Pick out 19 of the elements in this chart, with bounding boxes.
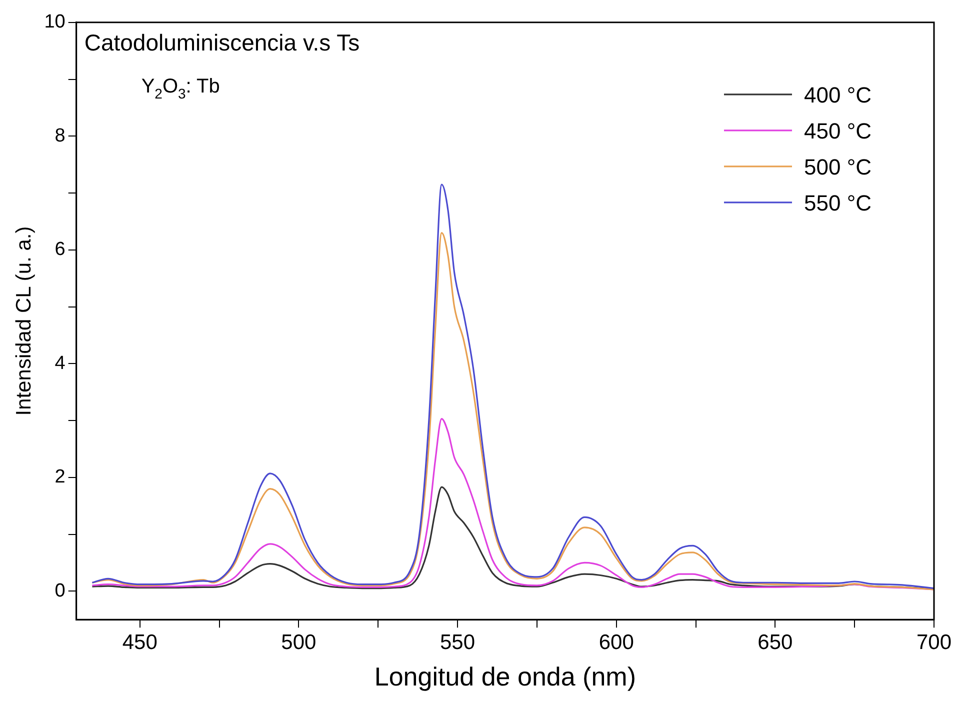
legend-label: 550 °C: [804, 190, 872, 216]
y-tick-label: 8: [54, 125, 66, 146]
x-axis-title: Longitud de onda (nm): [374, 662, 636, 692]
x-tick-label: 450: [122, 630, 158, 654]
x-tick-label: 650: [758, 630, 793, 654]
y-tick-label: 10: [44, 12, 66, 33]
x-tick-label: 500: [281, 630, 316, 654]
x-tick-label: 550: [440, 630, 476, 654]
y-axis-title: Intensidad CL (u. a.): [12, 226, 36, 416]
legend-label: 500 °C: [804, 154, 872, 180]
legend-label: 400 °C: [804, 82, 872, 108]
y-tick-label: 6: [54, 239, 66, 260]
x-tick-label: 700: [916, 630, 952, 654]
y-tick-label: 4: [54, 352, 66, 374]
y-tick-label: 0: [54, 580, 66, 602]
x-tick-label: 600: [598, 630, 634, 654]
legend-label: 450 °C: [804, 118, 872, 144]
chart-title: Catodoluminiscencia v.s Ts: [84, 29, 360, 56]
y-tick-label: 2: [54, 466, 66, 488]
